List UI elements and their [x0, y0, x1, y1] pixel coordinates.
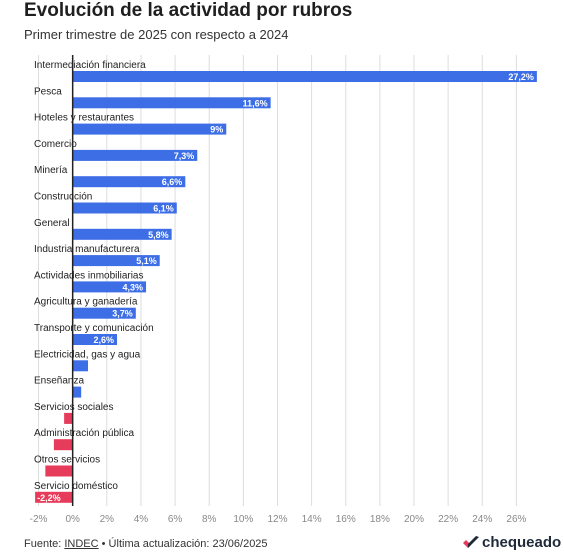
source-link-indec[interactable]: INDEC: [64, 538, 99, 550]
data-label: 27,2%: [508, 72, 534, 82]
source-suffix: • Última actualización: 23/06/2025: [98, 538, 268, 550]
bar: [72, 176, 186, 188]
x-tick-label: 16%: [336, 514, 356, 525]
data-label: 6,6%: [162, 177, 183, 187]
data-label: 3,7%: [112, 309, 133, 319]
category-label: Pesca: [34, 86, 62, 97]
bars: [35, 71, 537, 503]
check-mark-icon: [463, 535, 479, 548]
x-tick-label: 0%: [65, 514, 80, 525]
data-label: 7,3%: [174, 151, 195, 161]
category-label: Administración pública: [34, 428, 134, 439]
category-label: Hoteles y restaurantes: [34, 113, 134, 124]
category-label: Construcción: [34, 192, 92, 203]
data-label: -2,2%: [37, 493, 61, 503]
data-label: 6,1%: [153, 204, 174, 214]
x-tick-label: 4%: [134, 514, 149, 525]
data-label: 5,1%: [136, 256, 157, 266]
x-tick-label: -2%: [30, 514, 48, 525]
bar: [72, 149, 198, 161]
chequeado-logo: chequeado: [462, 534, 561, 551]
data-label: 11,6%: [243, 98, 268, 108]
bar: [72, 202, 177, 214]
data-label: 9%: [210, 125, 223, 135]
x-tick-label: 14%: [302, 514, 322, 525]
category-label: Electricidad, gas y agua: [34, 349, 141, 360]
source-prefix: Fuente:: [24, 538, 65, 550]
x-tick-label: 6%: [168, 514, 183, 525]
bar: [64, 412, 73, 424]
logo-text: chequeado: [482, 534, 562, 551]
category-label: Intermediación financiera: [34, 60, 146, 71]
x-tick-label: 12%: [267, 514, 287, 525]
bar-chart: Intermediación financiera Pesca Hoteles y …: [30, 55, 537, 525]
category-label: Agricultura y ganadería: [34, 297, 138, 308]
bar: [72, 386, 82, 398]
bar: [45, 465, 73, 477]
bar: [72, 255, 160, 267]
bar: [53, 439, 73, 451]
bar: [72, 307, 136, 319]
bar: [35, 491, 73, 503]
category-label: General: [34, 218, 70, 229]
x-tick-label: 2%: [100, 514, 115, 525]
x-tick-label: 18%: [370, 514, 390, 525]
category-label: Enseñanza: [34, 376, 84, 387]
category-label: Otros servicios: [34, 455, 100, 466]
bar: [72, 334, 118, 345]
category-label: Industria manufacturera: [34, 244, 140, 255]
category-label: Transporte y comunicación: [34, 323, 154, 334]
source-note: Fuente: INDEC • Última actualización: 23…: [24, 538, 268, 550]
category-label: Comercio: [34, 139, 77, 150]
bar: [72, 281, 147, 293]
data-labels: 27,2% 11,6% 9% 7,3% 6,6% 6,1% 5,8% 5,1% 4,3% 3,7%…: [37, 72, 534, 503]
x-tick-label: 8%: [202, 514, 217, 525]
bar: [72, 228, 172, 240]
category-label: Servicios sociales: [34, 402, 113, 413]
data-label: 5,8%: [148, 230, 169, 240]
bar: [72, 97, 271, 109]
category-label: Actividades inmobiliarias: [34, 270, 144, 281]
category-labels: Intermediación financiera Pesca Hoteles y …: [34, 60, 154, 492]
x-tick-label: 10%: [233, 514, 253, 525]
bar: [72, 360, 89, 372]
x-axis-ticks: -2% 0% 2% 4% 6% 8% 10% 12% 14% 16% 18% 20% 22% 24% 26%: [30, 514, 527, 525]
x-tick-label: 20%: [404, 514, 424, 525]
bar: [72, 123, 227, 135]
x-tick-label: 24%: [472, 514, 492, 525]
bar: [72, 71, 537, 82]
data-label: 4,3%: [123, 282, 144, 292]
x-tick-label: 26%: [506, 514, 526, 525]
data-label: 2,6%: [94, 335, 115, 345]
category-label: Minería: [34, 165, 68, 176]
category-label: Servicio doméstico: [34, 481, 118, 492]
chart-subtitle: Primer trimestre de 2025 con respecto a …: [24, 27, 289, 42]
x-tick-label: 22%: [438, 514, 458, 525]
chart-title: Evolución de la actividad por rubros: [24, 0, 353, 21]
